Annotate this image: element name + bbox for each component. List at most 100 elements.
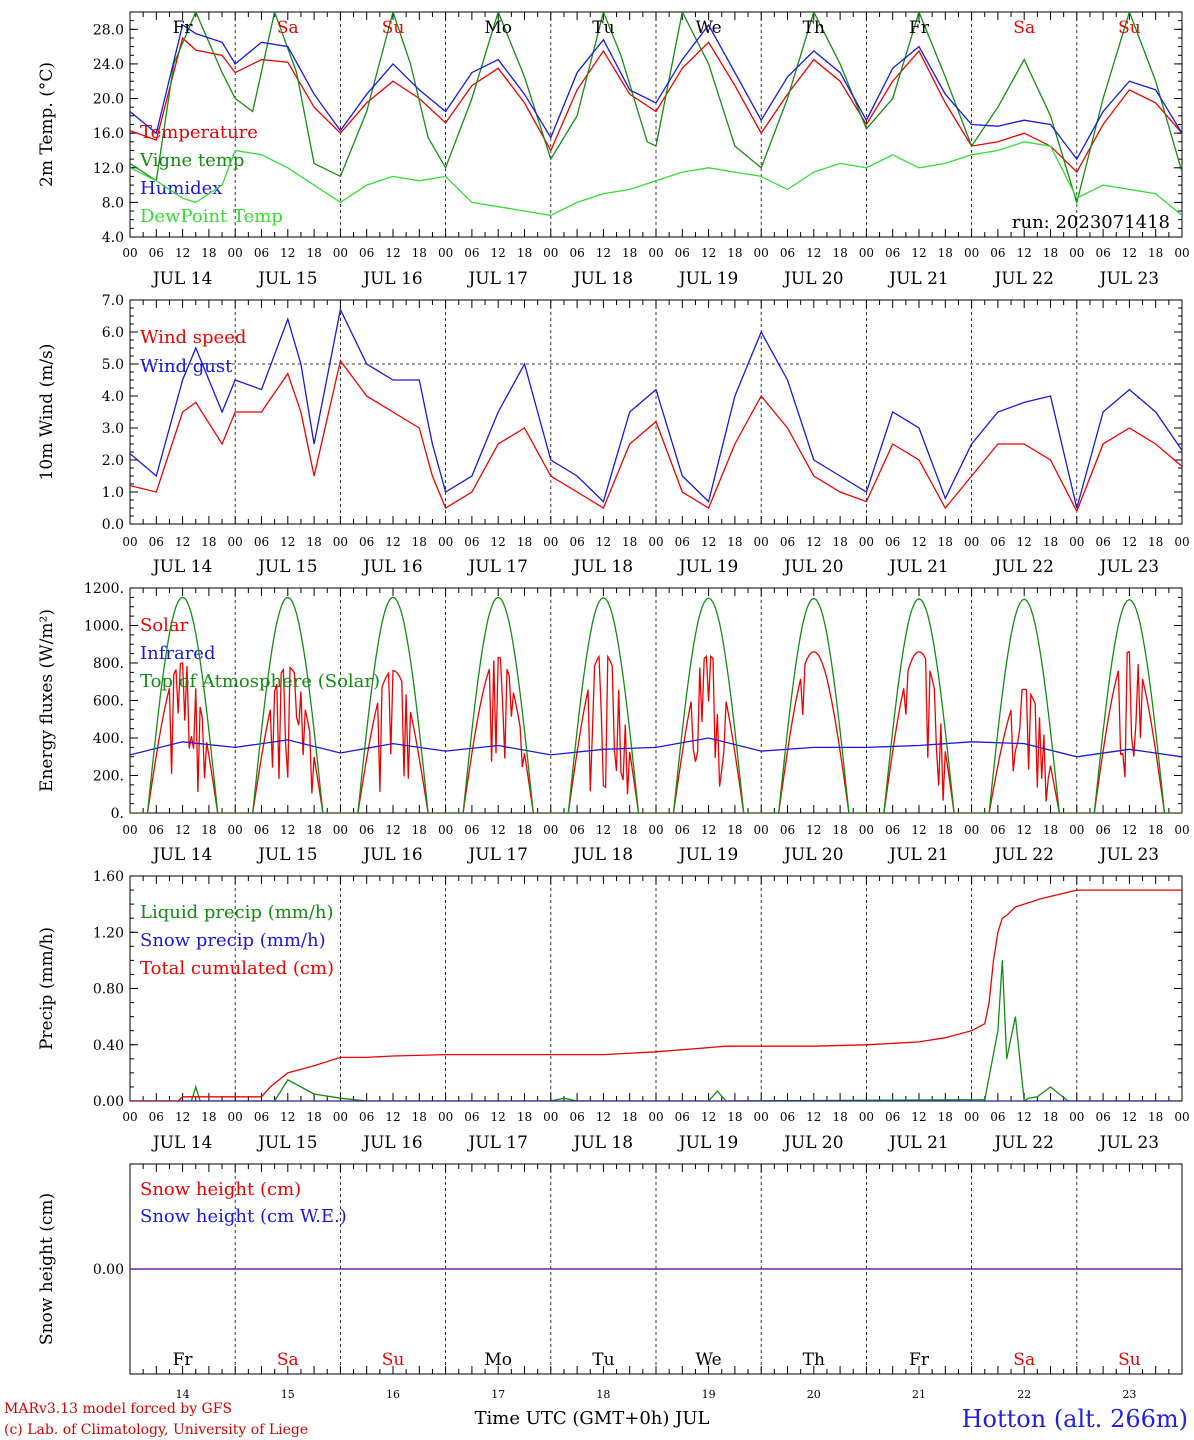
hour-label: 12 [1122,246,1137,260]
weekday-label: Su [1118,18,1141,38]
day-label: JUL 21 [887,845,948,865]
hour-label: 18 [201,823,216,837]
hour-label: 06 [780,246,795,260]
hour-label: 06 [254,1110,269,1124]
day-label: JUL 14 [151,269,212,289]
hour-label: 00 [543,823,558,837]
hour-label: 00 [333,823,348,837]
weekday-label: Sa [277,1350,299,1370]
day-number-label: 18 [596,1388,610,1401]
hour-label: 00 [859,535,874,549]
hour-label: 18 [412,246,427,260]
day-label: JUL 17 [466,845,527,865]
legend-entry: Wind gust [140,356,233,377]
hour-label: 12 [911,535,926,549]
weekday-label: Sa [277,18,299,38]
hour-label: 12 [1122,1110,1137,1124]
day-label: JUL 20 [782,1133,843,1153]
y-tick-label: 24.0 [93,57,124,73]
series-line-wind-speed [130,359,1182,513]
hour-label: 18 [1148,535,1163,549]
day-label: JUL 18 [572,1133,633,1153]
panel-precip: 0.00 0.40 0.80 1.20 1.60 Precip (mm/h) Liquid … [37,869,1190,1153]
y-axis-label: 2m Temp. (°C) [37,62,57,187]
hour-label: 06 [149,246,164,260]
day-label: JUL 14 [151,557,212,577]
hour-label: 12 [806,823,821,837]
day-label: JUL 18 [572,557,633,577]
hour-label: 00 [1174,246,1189,260]
day-label: JUL 21 [887,1133,948,1153]
day-label: JUL 22 [992,1133,1053,1153]
legend-entry: Infrared [140,643,215,664]
hour-label: 12 [385,535,400,549]
day-label: JUL 19 [677,557,738,577]
chart-panels: 4.0 8.0 12.0 16.0 20.0 24.0 28.0 2m Temp. (°C) T… [37,11,1190,1401]
hour-label: 12 [1017,246,1032,260]
y-axis-label: Precip (mm/h) [37,927,57,1050]
day-label: JUL 15 [256,557,317,577]
station-title: Hotton (alt. 266m) [962,1405,1188,1433]
hour-label: 12 [491,246,506,260]
y-tick-label: 0.00 [93,1262,124,1278]
hour-label: 00 [754,246,769,260]
y-tick-label: 28.0 [93,22,124,38]
series-line-temperature [130,36,1182,174]
day-label: JUL 17 [466,1133,527,1153]
hour-label: 06 [359,823,374,837]
hour-label: 12 [806,246,821,260]
hour-label: 12 [596,823,611,837]
y-tick-label: 1.60 [93,869,124,885]
day-label: JUL 16 [361,1133,422,1153]
hour-label: 12 [385,1110,400,1124]
hour-label: 12 [1122,823,1137,837]
day-number-label: 22 [1017,1388,1031,1401]
plot-frame [129,587,1183,814]
hour-label: 06 [569,823,584,837]
hour-label: 06 [569,246,584,260]
series-line-liquid-precip-mm-h- [130,960,1182,1101]
hour-label: 00 [964,823,979,837]
hour-label: 06 [254,535,269,549]
hour-label: 18 [727,823,742,837]
y-tick-label: 4.0 [102,230,124,246]
day-label: JUL 22 [992,845,1053,865]
hour-label: 18 [412,535,427,549]
day-label: JUL 16 [361,557,422,577]
hour-label: 18 [1148,1110,1163,1124]
day-label: JUL 19 [677,269,738,289]
hour-label: 00 [1174,1110,1189,1124]
weekday-label: Mo [484,18,512,38]
series-line-vigne-temp [130,12,1182,205]
hour-label: 18 [517,246,532,260]
legend-entry: Vigne temp [139,150,244,171]
hour-label: 18 [727,1110,742,1124]
day-label: JUL 20 [782,845,843,865]
hour-label: 00 [754,823,769,837]
hour-label: 18 [1148,246,1163,260]
hour-label: 12 [175,1110,190,1124]
hour-label: 12 [806,1110,821,1124]
hour-label: 18 [727,535,742,549]
series-line-infrared [130,737,1182,758]
day-label: JUL 19 [677,845,738,865]
hour-label: 00 [1069,1110,1084,1124]
hour-label: 00 [438,823,453,837]
y-tick-label: 0.0 [102,517,124,533]
day-label: JUL 23 [1098,269,1159,289]
hour-label: 00 [228,246,243,260]
day-label: JUL 15 [256,1133,317,1153]
day-label: JUL 18 [572,845,633,865]
legend-entry: Total cumulated (cm) [140,958,334,979]
hour-label: 18 [517,823,532,837]
hour-label: 12 [911,823,926,837]
panel-snow: 0.00 Snow height (cm) Snow height (cm) Snow… [37,1163,1183,1401]
legend-entry: DewPoint Temp [140,206,283,227]
hour-label: 18 [622,535,637,549]
hour-label: 00 [333,1110,348,1124]
day-label: JUL 22 [992,269,1053,289]
hour-label: 06 [675,823,690,837]
hour-label: 00 [333,246,348,260]
series-line-dewpoint-temp [130,141,1182,217]
hour-label: 06 [885,246,900,260]
